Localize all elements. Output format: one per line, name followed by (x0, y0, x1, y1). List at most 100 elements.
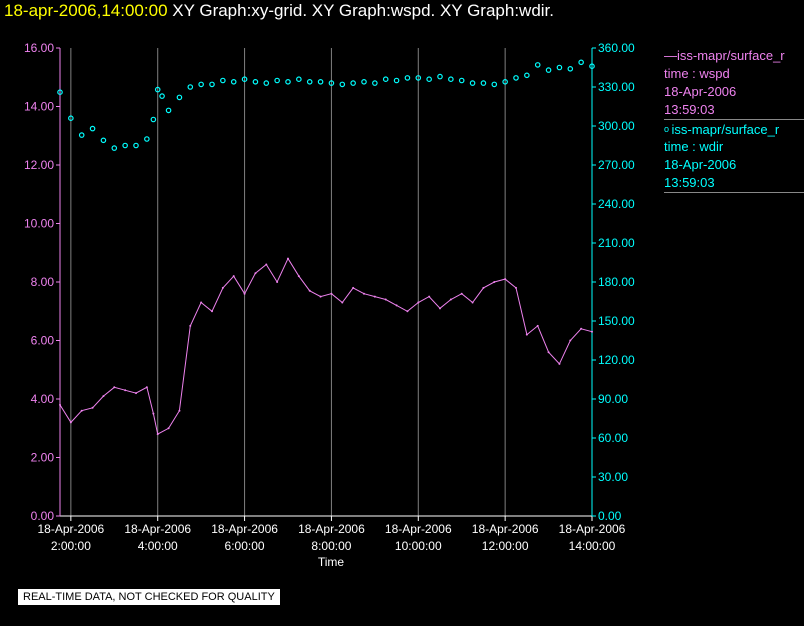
graph-list-title: XY Graph:xy-grid. XY Graph:wspd. XY Grap… (167, 1, 554, 20)
data-point-wdir (122, 142, 128, 149)
data-point-wspd (341, 301, 344, 304)
left-y-tick-label: 12.00 (24, 158, 54, 172)
data-point-wdir (198, 81, 204, 88)
data-point-wspd (135, 392, 137, 395)
right-y-tick-label: 120.00 (598, 353, 635, 367)
data-point-wspd (319, 295, 322, 298)
data-point-wdir (165, 107, 172, 114)
data-point-wdir (437, 73, 443, 80)
data-point-wspd (297, 275, 300, 278)
data-point-wdir (578, 59, 584, 66)
data-point-wspd (460, 292, 463, 295)
data-point-wdir (480, 80, 487, 86)
data-point-wdir (556, 64, 563, 71)
x-tick-label-time: 2:00:00 (51, 539, 91, 553)
x-tick-label-time: 10:00:00 (395, 539, 442, 553)
data-point-wdir (306, 79, 313, 85)
data-point-wdir (111, 145, 118, 151)
data-point-wdir (567, 66, 574, 72)
data-point-wspd (69, 421, 72, 424)
data-point-wspd (156, 433, 159, 436)
data-point-wspd (580, 327, 583, 330)
legend-wdir-time: 13:59:03 (664, 175, 715, 190)
data-point-wdir (241, 76, 248, 83)
left-y-tick-label: 10.00 (24, 217, 54, 231)
legend-circle-symbol: o (664, 124, 672, 134)
x-tick-label-date: 18-Apr-2006 (472, 522, 539, 536)
data-point-wspd (406, 310, 409, 313)
right-y-tick-label: 0.00 (598, 509, 622, 523)
right-y-tick-label: 180.00 (598, 275, 635, 289)
data-point-wdir (78, 132, 85, 138)
x-axis-label: Time (318, 555, 345, 569)
data-point-wspd (91, 406, 94, 409)
data-point-wdir (328, 80, 335, 86)
x-tick-label-date: 18-Apr-2006 (37, 522, 104, 536)
data-point-wspd (482, 286, 485, 289)
data-point-wspd (471, 301, 474, 304)
data-point-wdir (350, 80, 356, 86)
data-point-wspd (515, 286, 517, 289)
x-tick-label-time: 4:00:00 (138, 539, 178, 553)
right-y-tick-label: 240.00 (598, 197, 635, 211)
data-point-wspd (211, 310, 213, 313)
data-point-wdir (382, 76, 389, 83)
right-y-tick-label: 330.00 (598, 80, 635, 94)
x-tick-label-time: 8:00:00 (311, 539, 351, 553)
data-point-wspd (124, 389, 127, 392)
data-point-wspd (569, 339, 572, 342)
timestamp-title: 18-apr-2006,14:00:00 (4, 1, 168, 20)
data-point-wspd (178, 409, 181, 412)
x-tick-label-date: 18-Apr-2006 (559, 522, 626, 536)
data-point-wdir (187, 84, 194, 90)
right-y-tick-label: 60.00 (598, 431, 628, 445)
data-point-wdir (209, 81, 215, 88)
data-point-wdir (513, 75, 519, 81)
data-point-wspd (80, 409, 83, 412)
title-bar: 18-apr-2006,14:00:00 XY Graph:xy-grid. X… (4, 1, 554, 21)
legend-wdir-source: o iss-mapr/surface_r (664, 122, 780, 137)
data-point-wspd (536, 324, 539, 327)
right-y-tick-label: 90.00 (598, 392, 628, 406)
data-point-wspd (243, 292, 246, 295)
right-y-tick-label: 270.00 (598, 158, 635, 172)
quality-warning: REAL-TIME DATA, NOT CHECKED FOR QUALITY (18, 589, 280, 605)
data-point-wspd (449, 298, 452, 301)
data-point-wspd (439, 307, 441, 310)
data-point-wspd (113, 386, 116, 389)
right-y-tick-label: 150.00 (598, 314, 635, 328)
data-point-wspd (265, 263, 268, 266)
data-point-wdir (230, 79, 237, 85)
data-point-wdir (404, 75, 411, 81)
legend-wspd-time: 13:59:03 (664, 102, 715, 117)
data-point-wspd (363, 292, 365, 295)
right-y-tick-label: 30.00 (598, 470, 628, 484)
data-point-wspd (167, 427, 170, 430)
data-point-wdir (502, 79, 508, 85)
data-point-wspd (352, 286, 355, 289)
data-point-wspd (330, 292, 333, 295)
data-point-wdir (154, 86, 161, 93)
x-tick-label-date: 18-Apr-2006 (124, 522, 191, 536)
series-line-wspd (59, 257, 593, 435)
data-point-wspd (59, 403, 61, 406)
data-point-wspd (189, 324, 192, 327)
left-y-tick-label: 0.00 (31, 509, 55, 523)
data-point-wspd (200, 301, 203, 304)
data-point-wspd (547, 351, 550, 354)
data-point-wspd (525, 333, 528, 336)
data-point-wdir (263, 80, 270, 86)
left-y-tick-label: 4.00 (31, 392, 55, 406)
legend-wdir: o iss-mapr/surface_r time : wdir 18-Apr-… (664, 120, 804, 192)
data-point-wspd (417, 301, 420, 304)
data-point-wdir (426, 76, 432, 83)
data-point-wdir (285, 79, 291, 85)
data-point-wspd (308, 289, 311, 292)
data-point-wdir (100, 137, 107, 144)
data-point-wdir (176, 94, 183, 101)
data-point-wdir (89, 125, 96, 132)
data-point-wspd (504, 278, 507, 281)
data-point-wdir (57, 89, 63, 96)
data-point-wspd (395, 304, 398, 307)
